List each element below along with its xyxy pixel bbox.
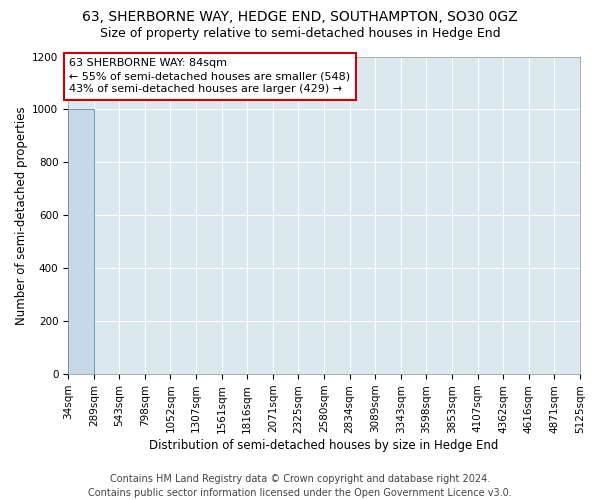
Text: 63, SHERBORNE WAY, HEDGE END, SOUTHAMPTON, SO30 0GZ: 63, SHERBORNE WAY, HEDGE END, SOUTHAMPTO…: [82, 10, 518, 24]
Text: Size of property relative to semi-detached houses in Hedge End: Size of property relative to semi-detach…: [100, 28, 500, 40]
X-axis label: Distribution of semi-detached houses by size in Hedge End: Distribution of semi-detached houses by …: [149, 440, 499, 452]
Bar: [68, 110, 94, 374]
Text: Contains HM Land Registry data © Crown copyright and database right 2024.
Contai: Contains HM Land Registry data © Crown c…: [88, 474, 512, 498]
Y-axis label: Number of semi-detached properties: Number of semi-detached properties: [15, 106, 28, 324]
Text: 63 SHERBORNE WAY: 84sqm
← 55% of semi-detached houses are smaller (548)
43% of s: 63 SHERBORNE WAY: 84sqm ← 55% of semi-de…: [69, 58, 350, 94]
